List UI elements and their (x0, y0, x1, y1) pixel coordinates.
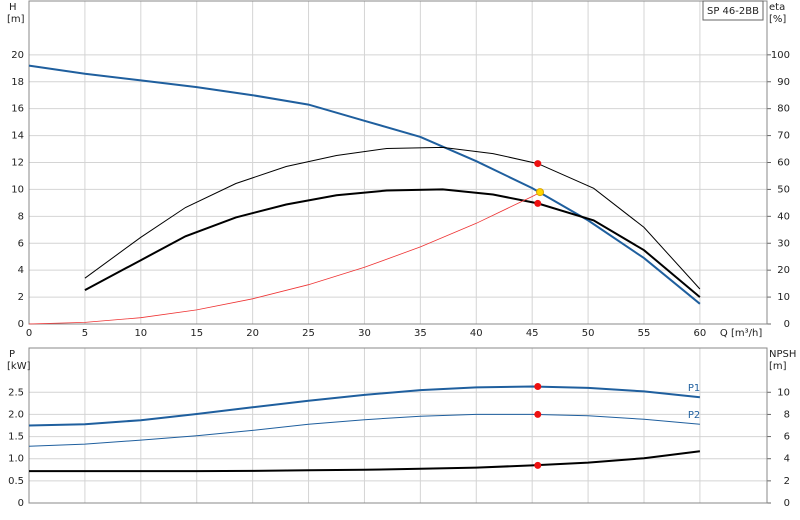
series-line (29, 450, 701, 473)
y-tick-label: 0 (18, 319, 24, 330)
y2-tick-label: 10 (777, 387, 790, 398)
title-box (702, 0, 764, 21)
chart-title: SP 46-2BB (707, 6, 759, 17)
x-tick-label: 20 (246, 328, 259, 339)
y2-tick-label: 0 (784, 319, 790, 330)
y2-tick-label: 20 (777, 265, 790, 276)
y-tick-label: 4 (18, 265, 24, 276)
series-line (28, 385, 701, 427)
y2-tick-label: 50 (777, 184, 790, 195)
y-tick-label: 8 (18, 211, 24, 222)
x-tick-label: 0 (26, 328, 32, 339)
y-tick-label: 10 (11, 184, 24, 195)
y-tick-label: 0 (18, 498, 24, 509)
x-tick-label: 50 (582, 328, 595, 339)
y2-tick-label: 100 (771, 50, 790, 61)
y-tick-label: 20 (11, 50, 24, 61)
y2-tick-label: 90 (777, 77, 790, 88)
y-tick-label: 16 (11, 104, 24, 115)
x-tick-label: 60 (694, 328, 707, 339)
x-tick-label: 45 (526, 328, 539, 339)
y-tick-label: 18 (11, 77, 24, 88)
y-axis-label: H (9, 2, 17, 13)
marker (534, 410, 542, 418)
y2-tick-label: 60 (777, 158, 790, 169)
x-axis-label: Q [m³/h] (720, 328, 762, 339)
y2-tick-label: 8 (784, 409, 790, 420)
series-line (28, 190, 544, 325)
series-line (84, 146, 701, 290)
marker (534, 383, 542, 391)
y-tick-label: 2 (18, 292, 24, 303)
x-tick-label: 25 (302, 328, 315, 339)
y2-tick-label: 70 (777, 131, 790, 142)
y2-tick-label: 6 (784, 432, 790, 443)
x-tick-label: 30 (358, 328, 371, 339)
y2-axis-unit: [%] (769, 14, 786, 25)
series-line (84, 188, 701, 298)
x-tick-label: 5 (82, 328, 88, 339)
series-label: P1 (688, 383, 700, 394)
x-tick-label: 40 (470, 328, 483, 339)
series-label: P2 (688, 410, 700, 421)
plot-frame (28, 347, 768, 504)
y2-tick-label: 40 (777, 211, 790, 222)
series-line (28, 64, 701, 305)
marker (534, 461, 542, 469)
y-tick-label: 2.5 (8, 387, 24, 398)
y2-tick-label: 30 (777, 238, 790, 249)
x-tick-label: 55 (638, 328, 651, 339)
y2-axis-unit: [m] (769, 361, 787, 372)
y-tick-label: 2.0 (8, 409, 24, 420)
y-axis-label: P (9, 349, 15, 360)
y-tick-label: 1.5 (8, 432, 24, 443)
y2-axis-label: NPSH (769, 349, 796, 360)
y-tick-label: 1.0 (8, 454, 24, 465)
marker (534, 160, 542, 168)
x-tick-label: 15 (190, 328, 203, 339)
y2-tick-label: 0 (784, 498, 790, 509)
series-line (28, 413, 700, 447)
y-tick-label: 0.5 (8, 476, 24, 487)
y2-tick-label: 4 (784, 454, 790, 465)
x-tick-label: 35 (414, 328, 427, 339)
marker (534, 199, 542, 207)
y-axis-unit: [m] (7, 14, 25, 25)
x-tick-label: 10 (134, 328, 147, 339)
y2-tick-label: 2 (784, 476, 790, 487)
y2-axis-label: eta (769, 2, 785, 13)
y-tick-label: 14 (11, 131, 24, 142)
y-tick-label: 12 (11, 158, 24, 169)
y2-tick-label: 10 (777, 292, 790, 303)
y-tick-label: 6 (18, 238, 24, 249)
y2-tick-label: 80 (777, 104, 790, 115)
plot-frame (28, 0, 768, 325)
marker (536, 188, 545, 197)
y-axis-unit: [kW] (7, 361, 31, 372)
